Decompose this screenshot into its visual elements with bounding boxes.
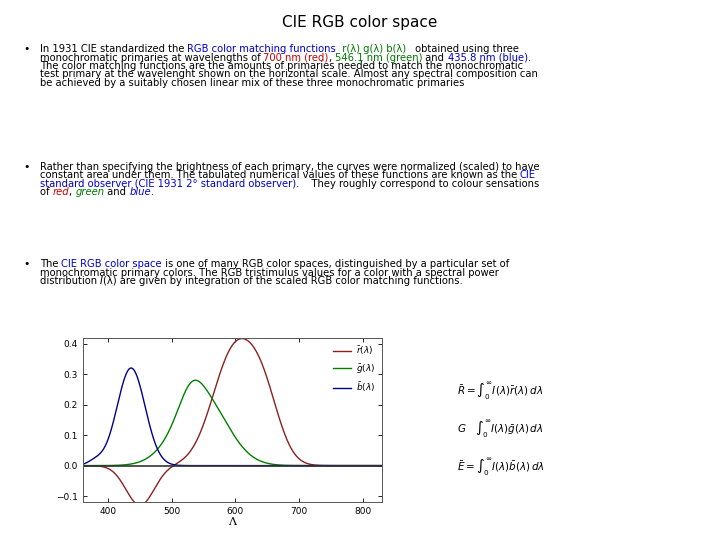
Text: 700 nm (red): 700 nm (red) <box>264 52 329 63</box>
Text: CIE: CIE <box>520 171 536 180</box>
Text: 546.1 nm (green): 546.1 nm (green) <box>335 52 423 63</box>
Text: I: I <box>100 276 103 286</box>
Text: They roughly correspond to colour sensations: They roughly correspond to colour sensat… <box>299 179 539 189</box>
Text: green: green <box>75 187 104 197</box>
Text: $\bar{E} = \int_0^{\infty} I(\lambda)\bar{b}(\lambda)\,d\lambda$: $\bar{E} = \int_0^{\infty} I(\lambda)\ba… <box>457 456 545 478</box>
Text: In 1931 CIE standardized the: In 1931 CIE standardized the <box>40 44 187 55</box>
Text: •: • <box>23 162 30 172</box>
Text: CIE RGB color space: CIE RGB color space <box>282 15 438 30</box>
Text: (λ) are given by integration of the scaled RGB color matching functions.: (λ) are given by integration of the scal… <box>103 276 463 286</box>
Text: and: and <box>423 52 448 63</box>
Text: distribution: distribution <box>40 276 100 286</box>
Text: obtained using three: obtained using three <box>413 44 519 55</box>
Text: $\bar{R} = \int_0^{\infty} I(\lambda)\bar{r}(\lambda)\,d\lambda$: $\bar{R} = \int_0^{\infty} I(\lambda)\ba… <box>457 381 544 402</box>
Text: ,: , <box>69 187 75 197</box>
Text: .: . <box>528 52 531 63</box>
Text: •: • <box>23 259 30 269</box>
Text: monochromatic primary colors. The RGB tristimulus values for a color with a spec: monochromatic primary colors. The RGB tr… <box>40 267 498 278</box>
Text: •: • <box>23 44 30 55</box>
Legend: $\mathit{\bar{r}}(\lambda)$, $\mathit{\bar{g}}(\lambda)$, $\mathit{\bar{b}}(\lam: $\mathit{\bar{r}}(\lambda)$, $\mathit{\b… <box>332 342 377 396</box>
Text: test primary at the wavelenght shown on the horizontal scale. Almost any spectra: test primary at the wavelenght shown on … <box>40 69 537 79</box>
Text: constant area under them. The tabulated numerical values of these functions are : constant area under them. The tabulated … <box>40 171 520 180</box>
Text: $G \quad \int_0^{\infty} I(\lambda)\bar{g}(\lambda)\,d\lambda$: $G \quad \int_0^{\infty} I(\lambda)\bar{… <box>457 418 544 440</box>
Text: Rather than specifying the brightness of each primary, the curves were normalize: Rather than specifying the brightness of… <box>40 162 539 172</box>
Text: of: of <box>40 187 53 197</box>
X-axis label: Λ: Λ <box>228 517 236 528</box>
Text: red: red <box>53 187 69 197</box>
Text: r(λ) g(λ) b(λ): r(λ) g(λ) b(λ) <box>336 44 413 55</box>
Text: 435.8 nm (blue): 435.8 nm (blue) <box>448 52 528 63</box>
Text: CIE RGB color space: CIE RGB color space <box>61 259 162 269</box>
Text: blue: blue <box>130 187 151 197</box>
Text: monochromatic primaries at wavelengths of: monochromatic primaries at wavelengths o… <box>40 52 264 63</box>
Text: The: The <box>40 259 61 269</box>
Text: and: and <box>104 187 130 197</box>
Text: ,: , <box>329 52 335 63</box>
Text: .: . <box>151 187 154 197</box>
Text: is one of many RGB color spaces, distinguished by a particular set of: is one of many RGB color spaces, disting… <box>162 259 509 269</box>
Text: standard observer (CIE 1931 2° standard observer).: standard observer (CIE 1931 2° standard … <box>40 179 299 189</box>
Text: RGB color matching functions: RGB color matching functions <box>187 44 336 55</box>
Text: The color matching functions are the amounts of primaries needed to match the mo: The color matching functions are the amo… <box>40 61 523 71</box>
Text: be achieved by a suitably chosen linear mix of these three monochromatic primari: be achieved by a suitably chosen linear … <box>40 78 464 88</box>
